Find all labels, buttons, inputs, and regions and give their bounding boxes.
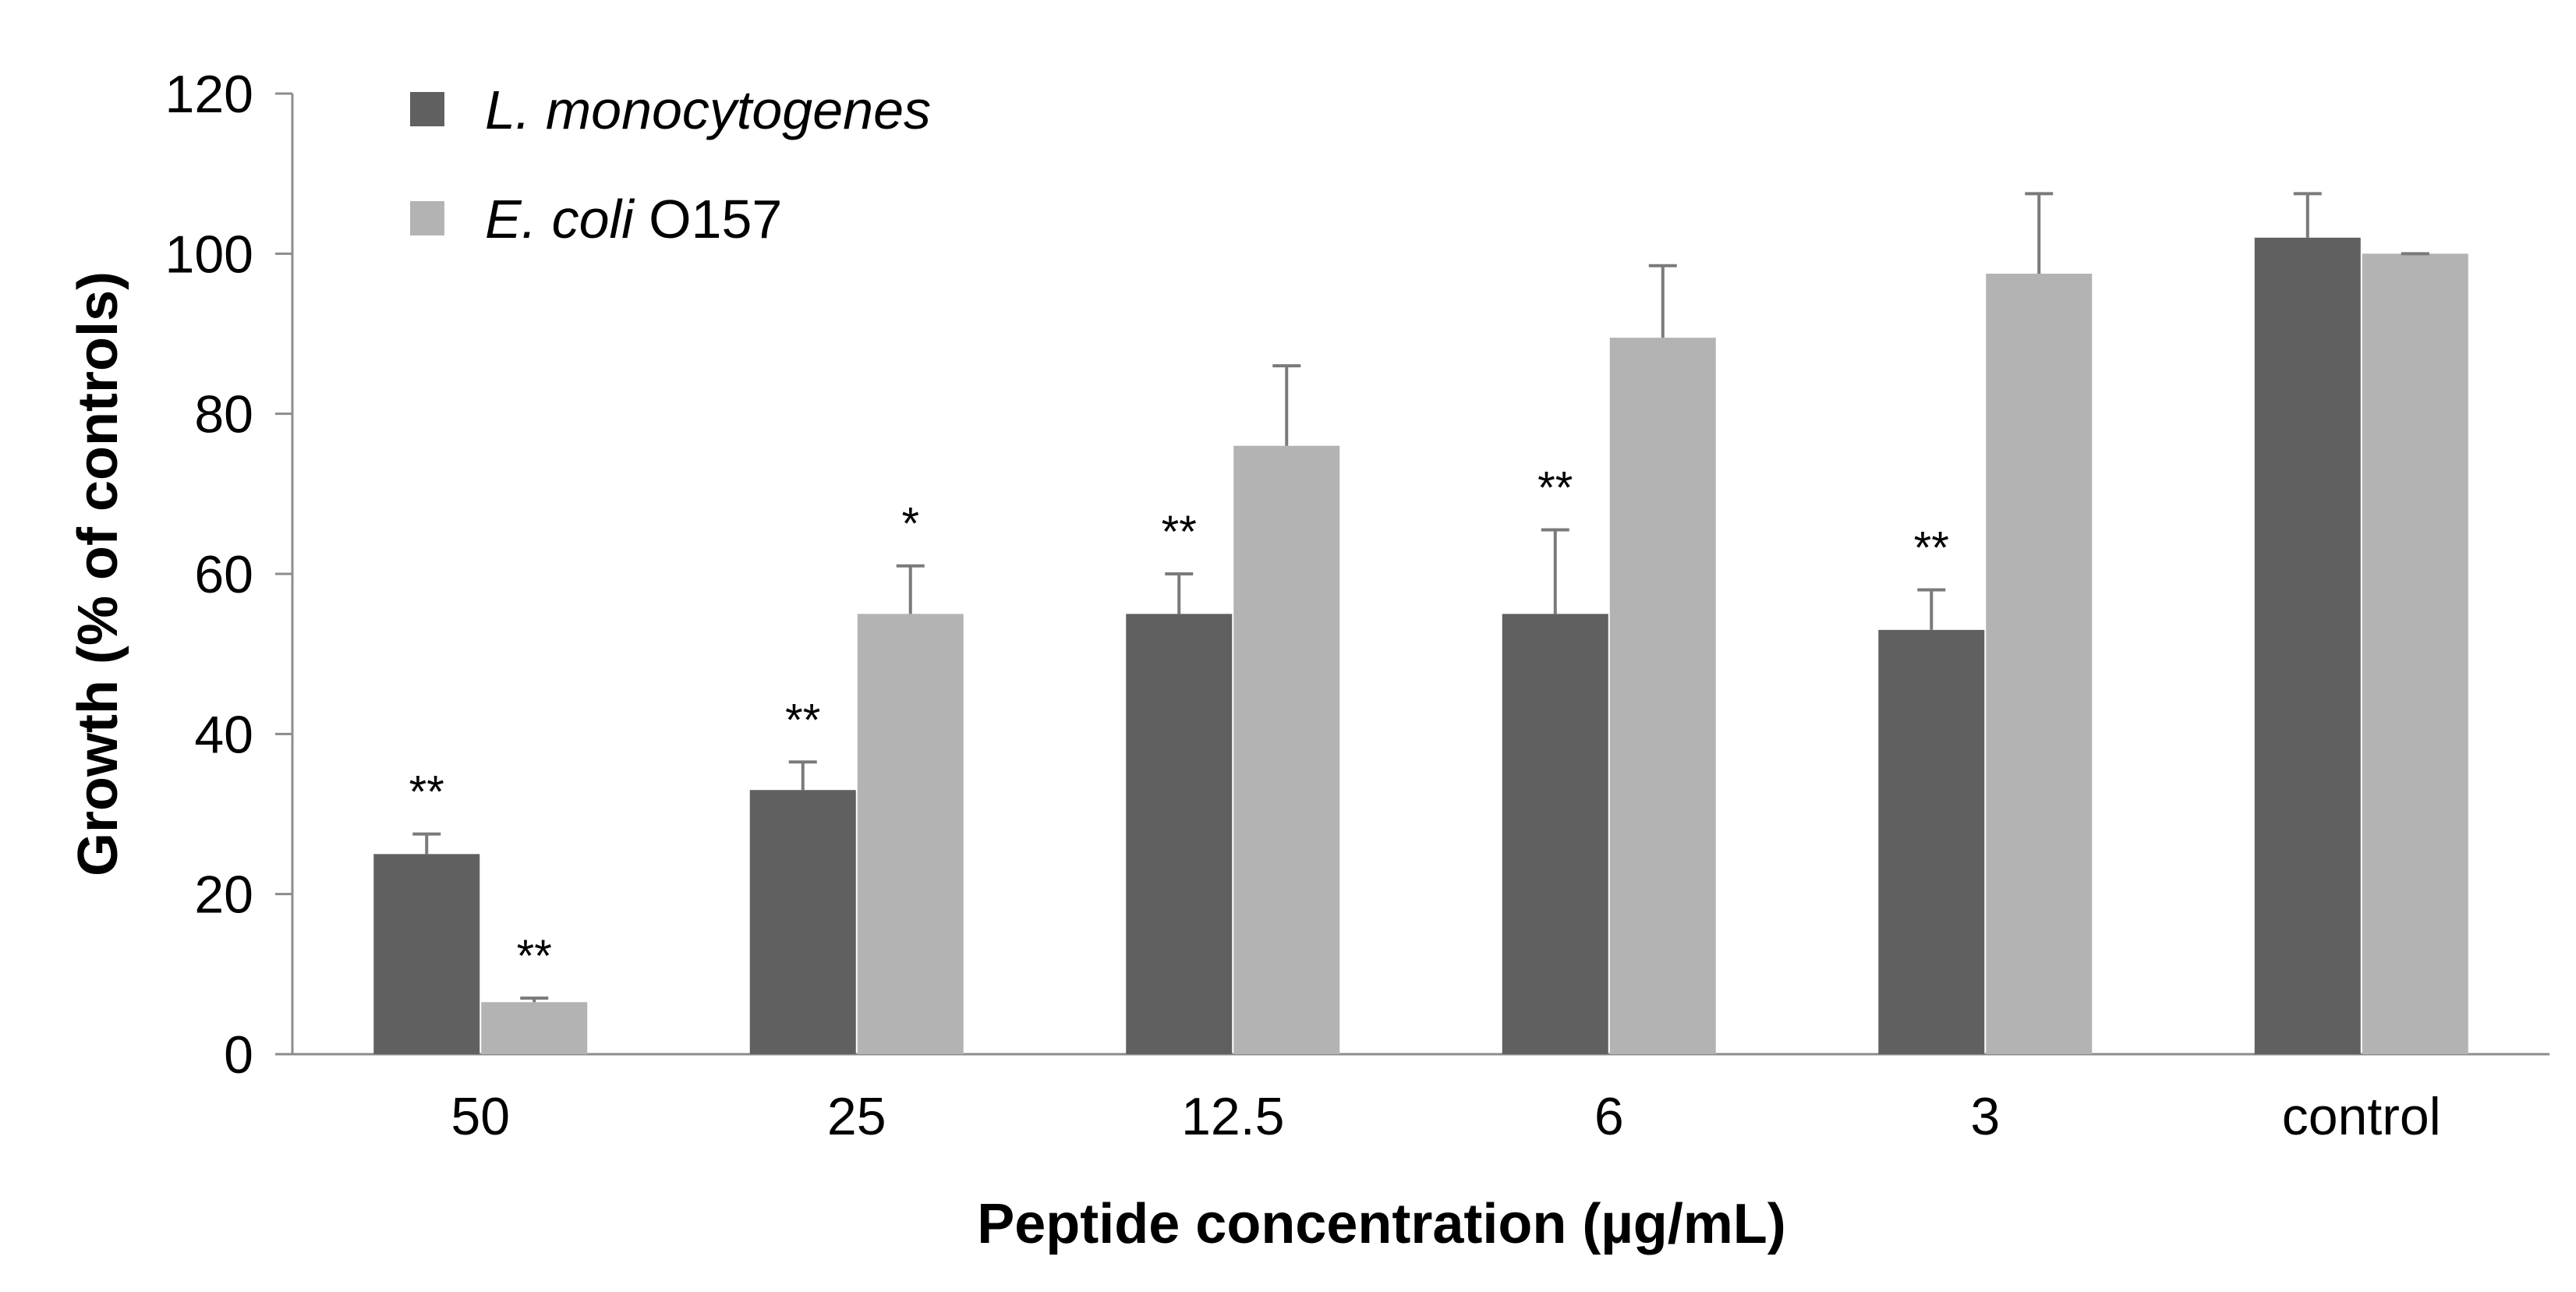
significance-marker: * <box>901 499 919 550</box>
y-tick-label: 40 <box>194 705 253 764</box>
significance-marker: ** <box>1914 523 1949 574</box>
x-tick-label: 25 <box>827 1087 886 1146</box>
bar-l-monocytogenes-6 <box>1502 614 1608 1054</box>
bars <box>373 192 2468 1055</box>
x-axis-title: Peptide concentration (µg/mL) <box>977 1193 1786 1255</box>
legend-label-l-monocytogenes-italic: L. monocytogenes <box>485 80 931 140</box>
legend: L. monocytogenes E. coli O157 <box>410 80 931 250</box>
bar-e-coli-o157-50 <box>481 1002 588 1054</box>
legend-label-e-coli-italic: E. coli <box>485 189 635 250</box>
x-tick-label: 50 <box>451 1087 510 1146</box>
significance-marker: ** <box>1162 507 1197 558</box>
bar-l-monocytogenes-3 <box>1878 629 1985 1054</box>
axes <box>275 92 2549 1056</box>
legend-label-e-coli-suffix: O157 <box>634 189 783 250</box>
x-tick-label: 3 <box>1970 1087 2000 1146</box>
bar-e-coli-o157-control <box>2362 253 2468 1054</box>
x-tick-label: 12.5 <box>1181 1087 1284 1146</box>
y-tick-label: 100 <box>165 225 253 284</box>
significance-marker: ** <box>1537 463 1573 514</box>
y-axis-title: Growth (% of controls) <box>67 271 129 876</box>
bar-e-coli-o157-3 <box>1986 274 2093 1054</box>
significance-marker: ** <box>517 931 552 982</box>
legend-swatch-e-coli <box>410 201 444 235</box>
significance-marker: ** <box>785 695 820 745</box>
y-tick-label: 120 <box>165 65 253 124</box>
legend-swatch-l-monocytogenes <box>410 92 444 126</box>
x-tick-label: control <box>2282 1087 2441 1146</box>
significance-marker: ** <box>409 767 444 818</box>
bar-l-monocytogenes-25 <box>749 790 856 1054</box>
y-tick-label: 20 <box>194 865 253 925</box>
bar-e-coli-o157-6 <box>1609 338 1716 1055</box>
x-tick-label: 6 <box>1594 1087 1624 1146</box>
y-tick-label: 0 <box>224 1025 253 1085</box>
legend-label-l-monocytogenes: L. monocytogenes <box>485 80 931 140</box>
bar-l-monocytogenes-12.5 <box>1126 614 1233 1054</box>
bar-l-monocytogenes-50 <box>373 854 480 1054</box>
bar-e-coli-o157-12.5 <box>1233 445 1340 1054</box>
bar-l-monocytogenes-control <box>2254 237 2361 1054</box>
legend-label-e-coli: E. coli O157 <box>485 189 782 250</box>
y-tick-label: 80 <box>194 385 253 444</box>
y-tick-label: 60 <box>194 545 253 604</box>
bar-e-coli-o157-25 <box>857 614 964 1054</box>
